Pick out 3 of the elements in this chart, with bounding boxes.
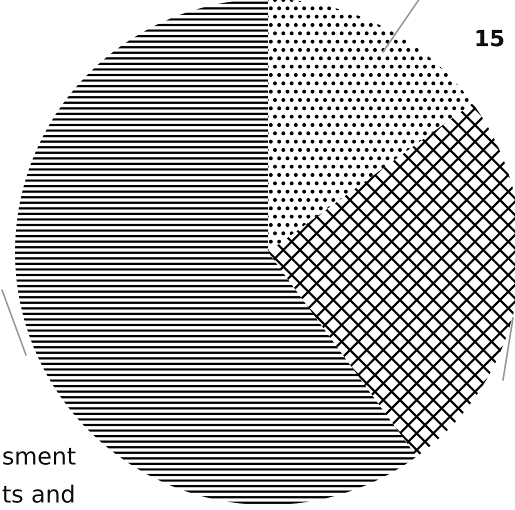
text: sment <box>3 448 76 465</box>
text: ts and <box>2 484 74 503</box>
text: 15 <box>476 30 504 46</box>
